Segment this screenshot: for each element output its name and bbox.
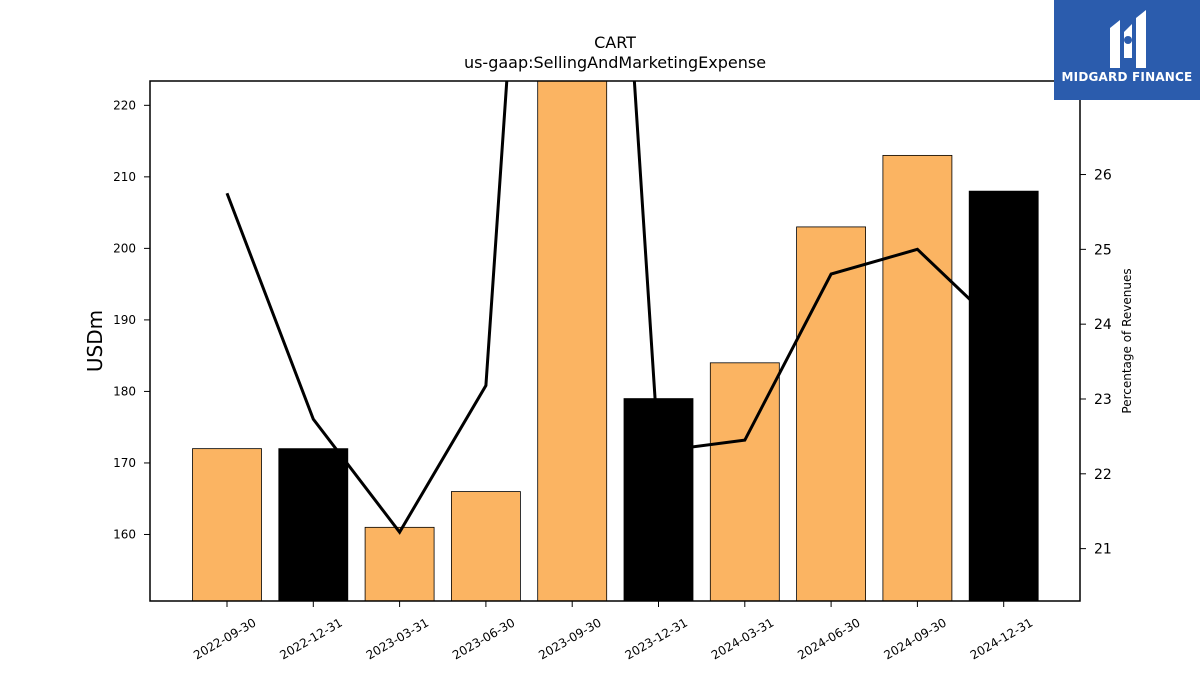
bar-2024-06-30 [796,226,866,601]
bar-2023-09-30 [537,81,608,601]
y2-tick-label: 26 [1094,168,1112,184]
percentage-line [225,81,1005,535]
x-tick-label: 2024-12-31 [968,615,1035,662]
x-tick-label: 2022-12-31 [277,615,344,662]
y2-tick-label: 25 [1094,242,1112,258]
y2-tick-label: 24 [1094,317,1112,333]
x-tick-label: 2023-06-30 [450,615,517,662]
x-tick-label: 2023-09-30 [536,615,603,662]
y2-tick-label: 23 [1094,392,1112,408]
x-axis: 2022-09-30 2022-12-31 2023-03-31 2023-06-30… [191,601,1035,662]
x-tick-label: 2023-12-31 [623,615,690,662]
chart-subtitle: us-gaap:SellingAndMarketingExpense [464,53,766,72]
y2-tick-label: 22 [1094,467,1112,483]
y-tick-label: 210 [113,170,136,184]
x-tick-label: 2024-09-30 [881,615,948,662]
y-tick-label: 180 [113,384,136,398]
y-tick-label: 190 [113,313,136,327]
y-tick-label: 160 [113,527,136,541]
y2-tick-label: 21 [1094,542,1112,558]
x-tick-label: 2023-03-31 [364,615,431,662]
x-tick-label: 2024-06-30 [795,615,862,662]
bar-series [192,81,1039,601]
x-tick-label: 2022-09-30 [191,615,258,662]
y-tick-label: 220 [113,98,136,112]
bar-2024-09-30 [882,154,953,601]
x-tick-label: 2024-03-31 [709,615,776,662]
y-tick-label: 200 [113,241,136,255]
plot-frame [149,80,1081,602]
y-tick-label: 170 [113,456,136,470]
line-series [225,81,1005,535]
right-axis: 21 22 23 24 25 26 [1080,168,1112,558]
left-axis: 160 170 180 190 200 210 220 [113,98,150,541]
logo-text: MIDGARD FINANCE [1061,70,1193,84]
bar-2023-06-30 [450,491,521,601]
chart-title: CART [594,33,636,52]
bar-2022-09-30 [192,448,262,601]
bar-2024-12-31 [968,190,1039,601]
bar-2022-12-31 [278,448,349,601]
y2-axis-label: Percentage of Revenues [1120,268,1134,413]
bar-2024-03-31 [709,362,780,601]
y-axis-label: USDm [83,310,107,372]
logo-mark-icon [1110,10,1146,68]
bar-2023-03-31 [364,526,435,601]
midgard-finance-logo: MIDGARD FINANCE [1054,0,1200,100]
